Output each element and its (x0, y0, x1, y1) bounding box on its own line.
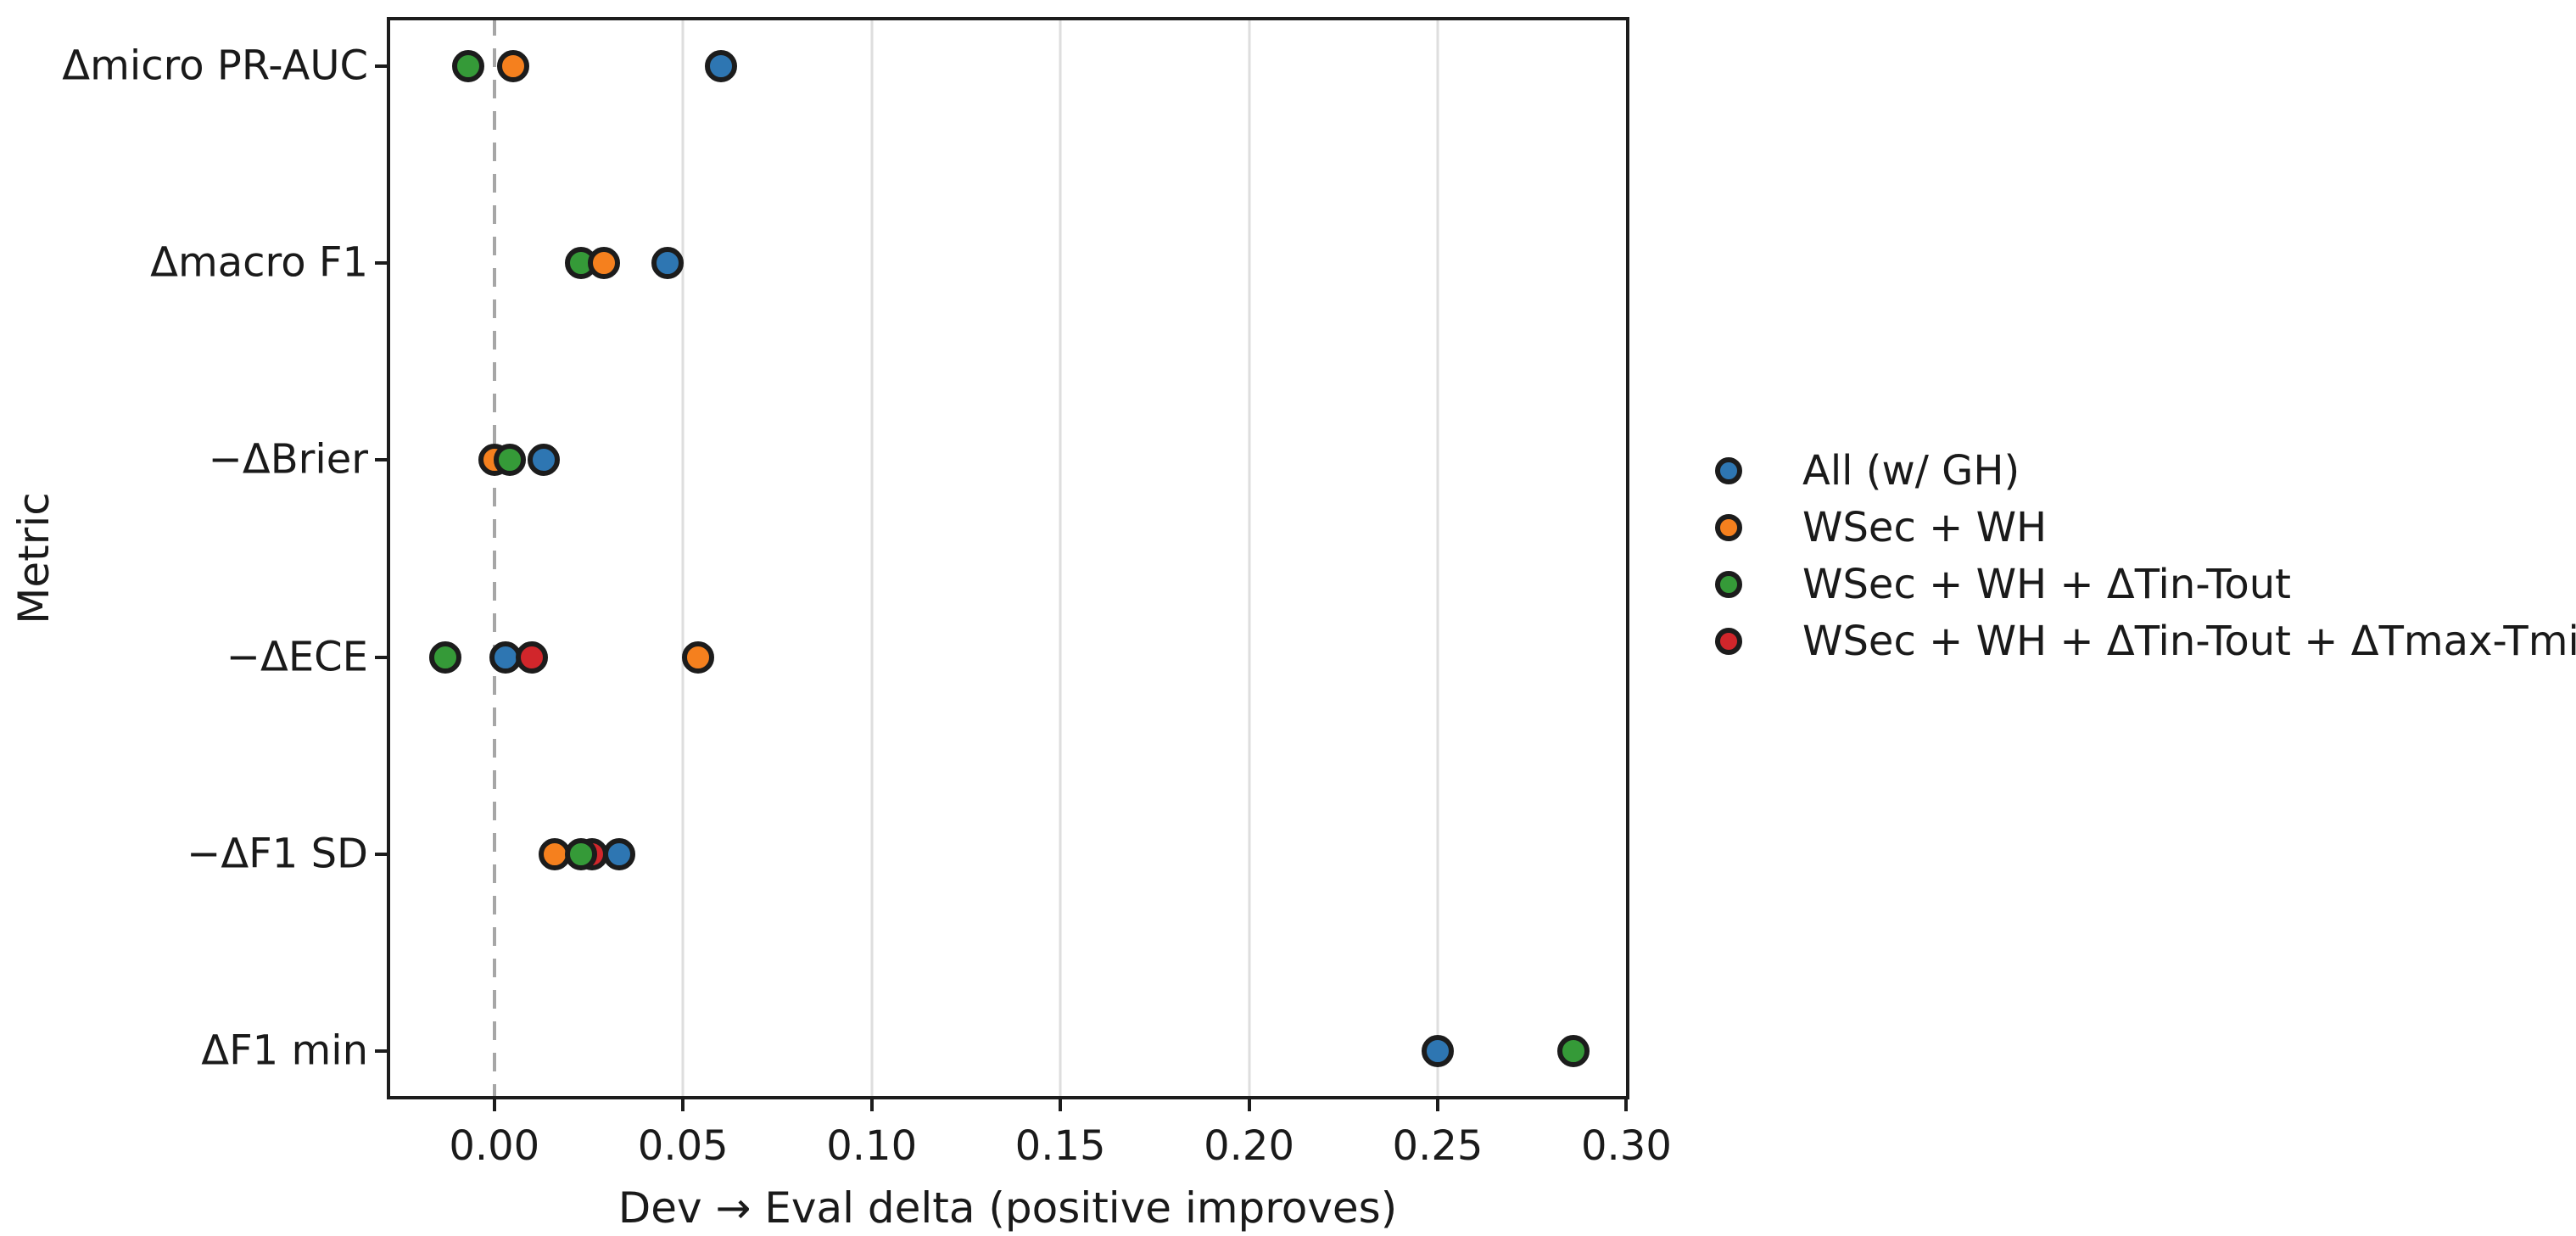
x-tick-label: 0.00 (449, 1122, 540, 1170)
y-tick (375, 64, 387, 68)
x-tick (681, 1099, 685, 1111)
x-tick-label: 0.20 (1204, 1122, 1294, 1170)
legend-label: WSec + WH + ΔTin-Tout + ΔTmax-Tmin (1802, 617, 2576, 665)
y-tick (375, 655, 387, 659)
gridline (1059, 17, 1062, 1099)
x-tick (492, 1099, 496, 1111)
legend-item: WSec + WH + ΔTin-Tout + ΔTmax-Tmin (1715, 612, 2576, 669)
legend-label: WSec + WH (1802, 503, 2048, 551)
x-tick (1247, 1099, 1251, 1111)
y-tick-label: Δmicro PR-AUC (62, 42, 368, 90)
axes-frame (387, 17, 1629, 1099)
chart-point (451, 50, 484, 82)
chart-point (587, 247, 620, 280)
x-tick (1059, 1099, 1063, 1111)
x-tick (1624, 1099, 1629, 1111)
chart-point (527, 444, 560, 477)
legend: All (w/ GH) WSec + WH WSec + WH + ΔTin-Tou… (1715, 442, 2576, 669)
y-tick-label: −ΔECE (226, 633, 368, 681)
x-tick (1435, 1099, 1439, 1111)
x-tick-label: 0.15 (1014, 1122, 1106, 1170)
chart-point (602, 837, 635, 870)
y-tick (375, 852, 387, 856)
gridline (1436, 17, 1439, 1099)
y-tick-label: −ΔF1 SD (187, 830, 368, 878)
legend-marker-icon (1715, 570, 1742, 598)
y-tick-label: −ΔBrier (208, 435, 368, 484)
plot-area (387, 17, 1629, 1099)
x-tick-label: 0.25 (1392, 1122, 1484, 1170)
y-tick (375, 458, 387, 462)
legend-marker-icon (1715, 627, 1742, 655)
y-axis-label: Metric (9, 492, 59, 624)
chart-point (1421, 1035, 1454, 1067)
y-tick-label: ΔF1 min (201, 1026, 368, 1075)
x-tick (869, 1099, 874, 1111)
gridline (1248, 17, 1251, 1099)
legend-item: WSec + WH (1715, 499, 2576, 556)
legend-label: All (w/ GH) (1802, 446, 2020, 495)
chart-point (428, 640, 461, 674)
y-tick (375, 1049, 387, 1053)
zero-reference-line (492, 17, 496, 1099)
chart-point (682, 640, 715, 674)
chart-point (497, 50, 530, 82)
gridline (870, 17, 874, 1099)
x-tick-label: 0.10 (826, 1122, 918, 1170)
legend-marker-icon (1715, 456, 1742, 484)
x-axis-label: Dev → Eval delta (positive improves) (617, 1183, 1398, 1233)
y-tick-label: Δmacro F1 (150, 238, 368, 287)
y-tick (375, 261, 387, 266)
x-tick-label: 0.05 (637, 1122, 729, 1170)
gridline (681, 17, 685, 1099)
legend-marker-icon (1715, 513, 1742, 541)
chart-point (704, 50, 737, 82)
chart-point (651, 247, 685, 280)
chart-point (565, 837, 598, 870)
chart-point (516, 640, 549, 674)
chart-point (493, 444, 526, 477)
legend-label: WSec + WH + ΔTin-Tout (1802, 560, 2291, 608)
legend-item: All (w/ GH) (1715, 442, 2576, 499)
chart-point (1557, 1035, 1590, 1067)
x-tick-label: 0.30 (1581, 1122, 1672, 1170)
legend-item: WSec + WH + ΔTin-Tout (1715, 556, 2576, 612)
